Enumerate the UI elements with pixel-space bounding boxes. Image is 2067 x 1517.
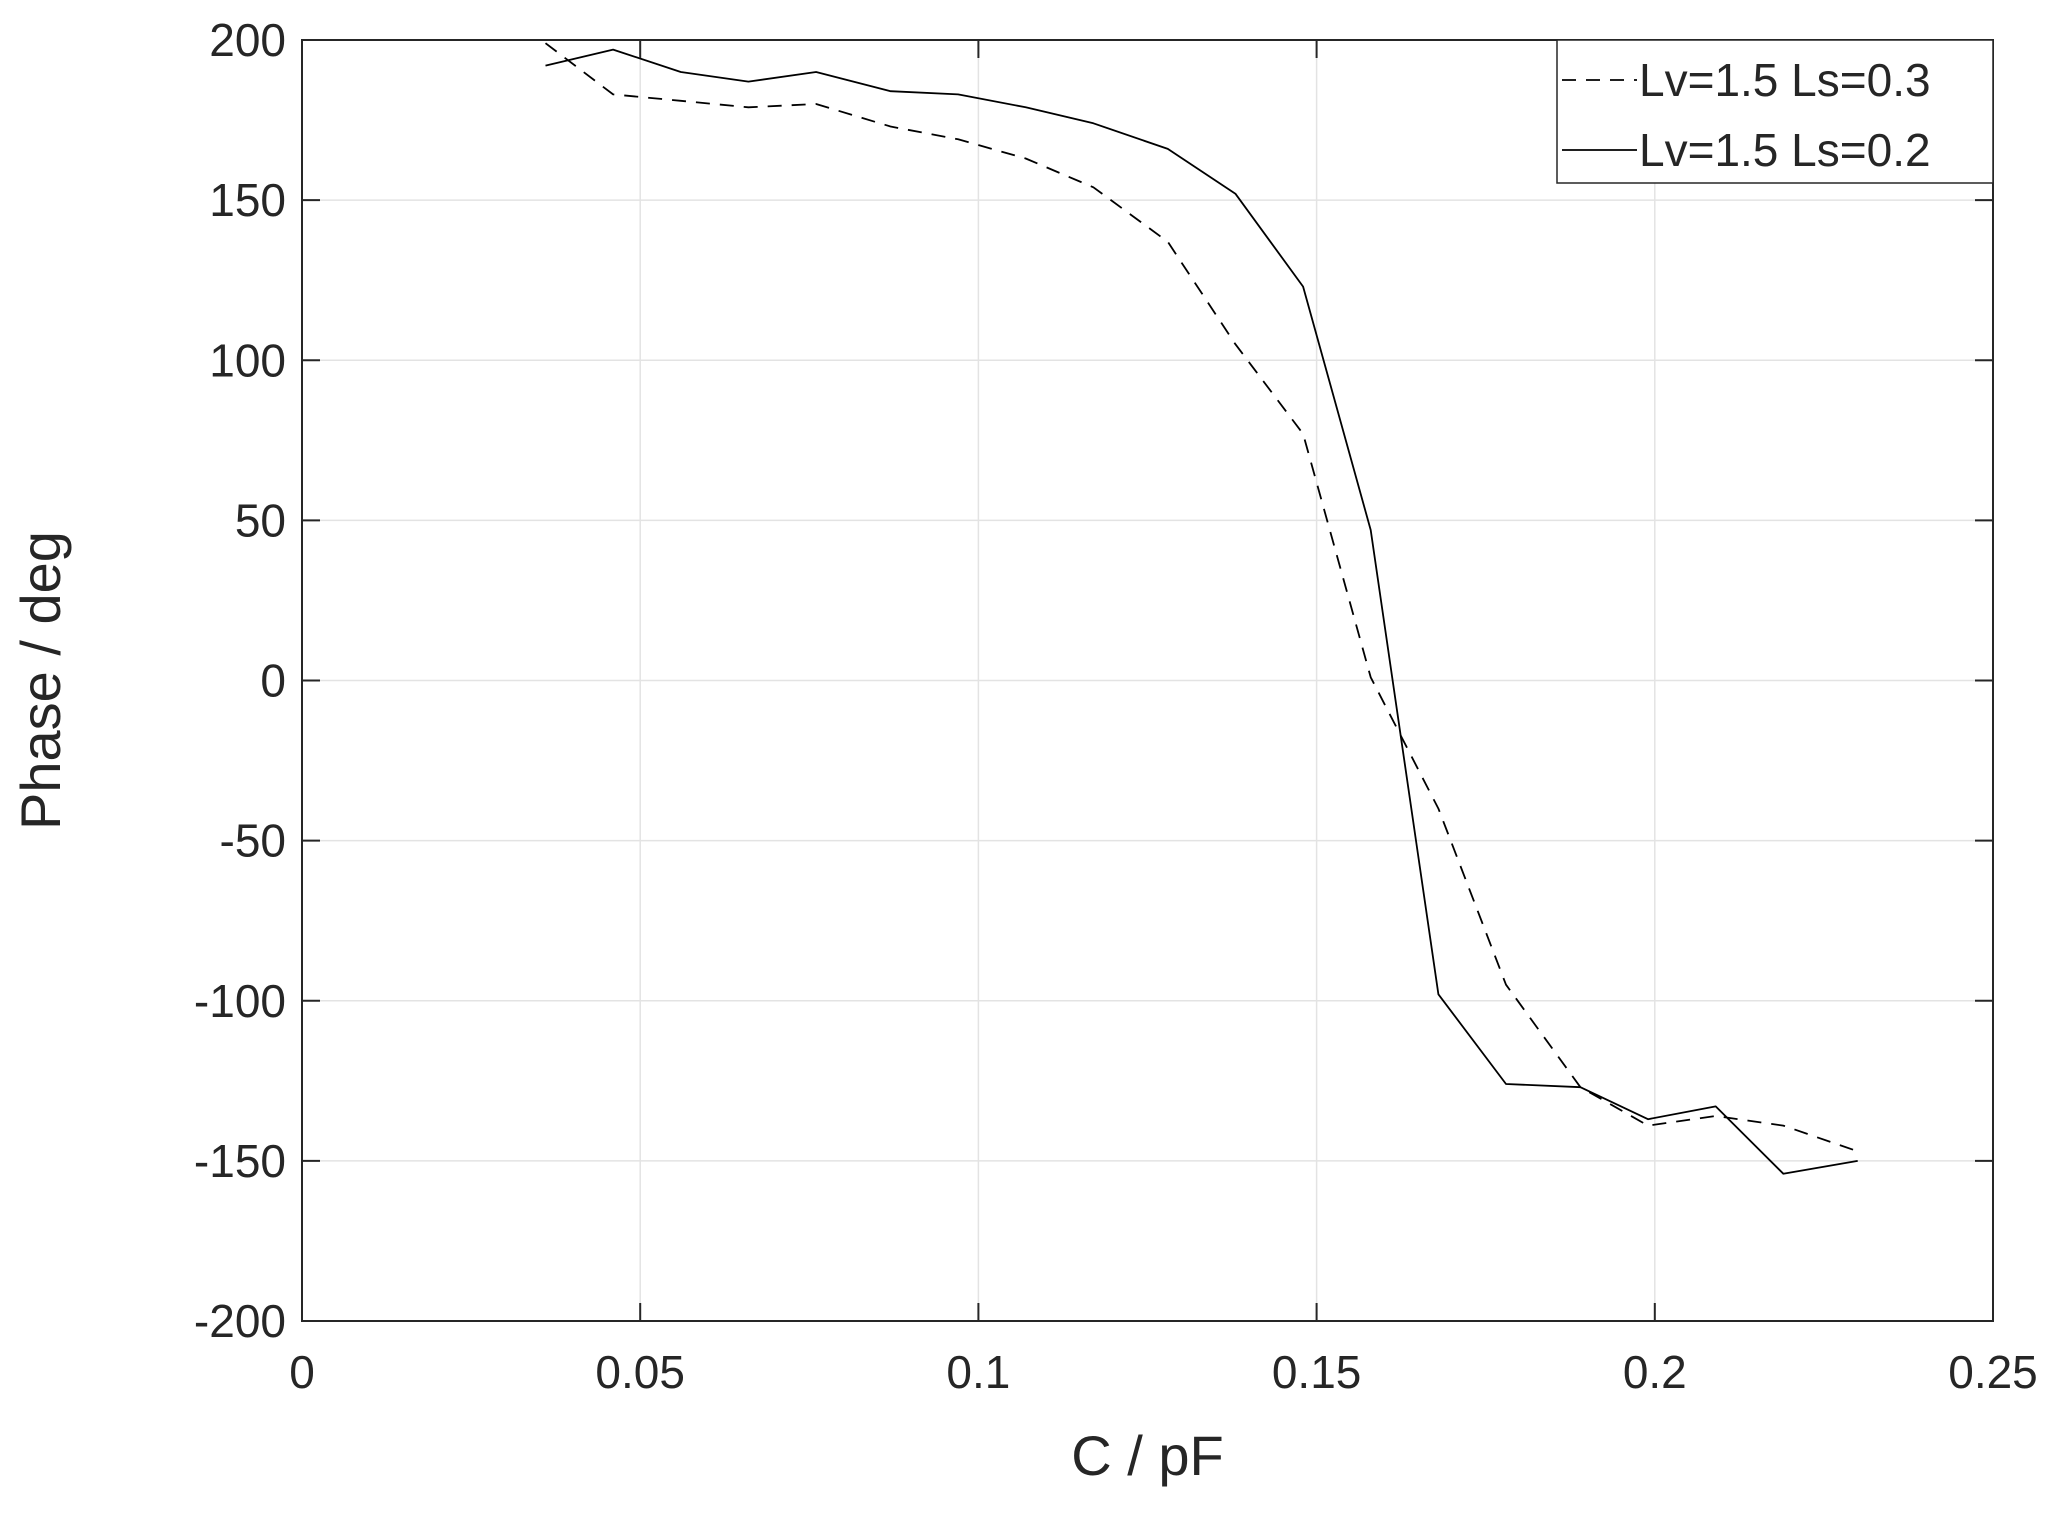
x-tick-label: 0.2 — [1623, 1346, 1687, 1398]
x-tick-label: 0.1 — [946, 1346, 1010, 1398]
x-tick-label: 0 — [289, 1346, 315, 1398]
y-tick-label: -50 — [220, 815, 286, 867]
x-tick-label: 0.25 — [1948, 1346, 2038, 1398]
y-tick-label: 100 — [209, 334, 286, 386]
y-tick-label: 50 — [235, 494, 286, 546]
series-line-ls-0-3 — [544, 42, 1858, 1153]
x-tick-label: 0.05 — [595, 1346, 685, 1398]
x-tick-label: 0.15 — [1272, 1346, 1362, 1398]
y-tick-label: -150 — [194, 1135, 286, 1187]
x-axis-label: C / pF — [1071, 1424, 1223, 1487]
y-tick-label: 150 — [209, 174, 286, 226]
legend-box — [1556, 39, 1994, 184]
axis-ticks: 0 0.05 0.1 0.15 0.2 0.25 200 150 100 50 0 -50 -100 -1… — [194, 14, 2038, 1398]
y-tick-label: 200 — [209, 14, 286, 66]
series-line-ls-0-2 — [545, 48, 1858, 1175]
y-tick-label: 0 — [260, 655, 286, 707]
legend: Lv=1.5 Ls=0.3 Lv=1.5 Ls=0.2 — [1556, 39, 1994, 184]
legend-entry-ls-0-3: Lv=1.5 Ls=0.3 — [1639, 54, 1931, 106]
y-axis-label: Phase / deg — [9, 531, 72, 830]
legend-entry-ls-0-2: Lv=1.5 Ls=0.2 — [1639, 124, 1931, 176]
y-tick-label: -200 — [194, 1295, 286, 1347]
y-tick-label: -100 — [194, 975, 286, 1027]
data-series — [544, 42, 1858, 1175]
